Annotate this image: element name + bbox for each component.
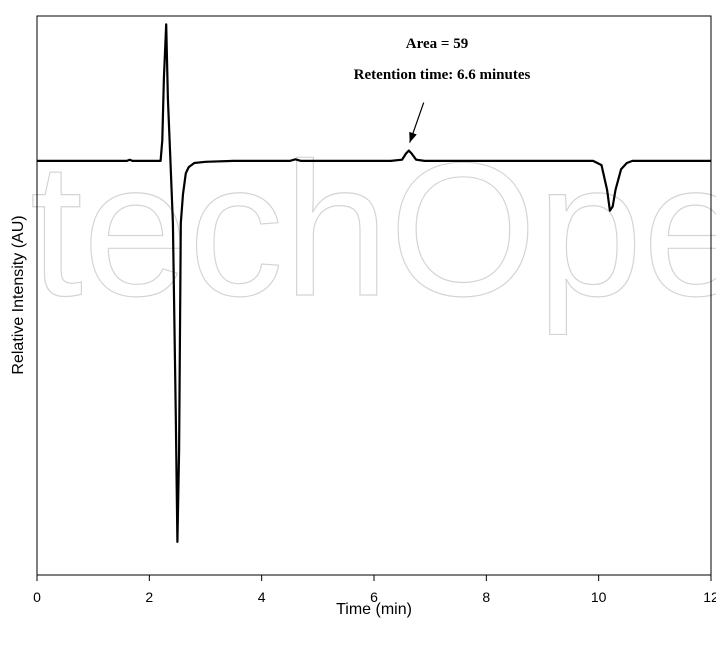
x-axis-tick-labels: 0 2 4 6 8 10 12 bbox=[33, 589, 716, 605]
annotation-area: Area = 59 bbox=[406, 36, 468, 52]
x-tick-label-12: 12 bbox=[703, 589, 716, 605]
watermark-text: techOpen bbox=[30, 124, 716, 336]
annotation-arrow-head bbox=[409, 131, 417, 143]
x-tick-label-4: 4 bbox=[258, 589, 266, 605]
x-tick-label-6: 6 bbox=[370, 589, 378, 605]
x-tick-label-8: 8 bbox=[482, 589, 490, 605]
y-axis-label: Relative Intensity (AU) bbox=[10, 215, 27, 374]
x-tick-label-0: 0 bbox=[33, 589, 41, 605]
x-axis-label: Time (min) bbox=[336, 601, 412, 618]
annotation-retention-time: Retention time: 6.6 minutes bbox=[354, 67, 531, 83]
chromatogram-trace bbox=[37, 23, 711, 543]
x-axis-ticks bbox=[36, 575, 712, 581]
x-tick-label-2: 2 bbox=[145, 589, 153, 605]
x-tick-label-10: 10 bbox=[591, 589, 607, 605]
